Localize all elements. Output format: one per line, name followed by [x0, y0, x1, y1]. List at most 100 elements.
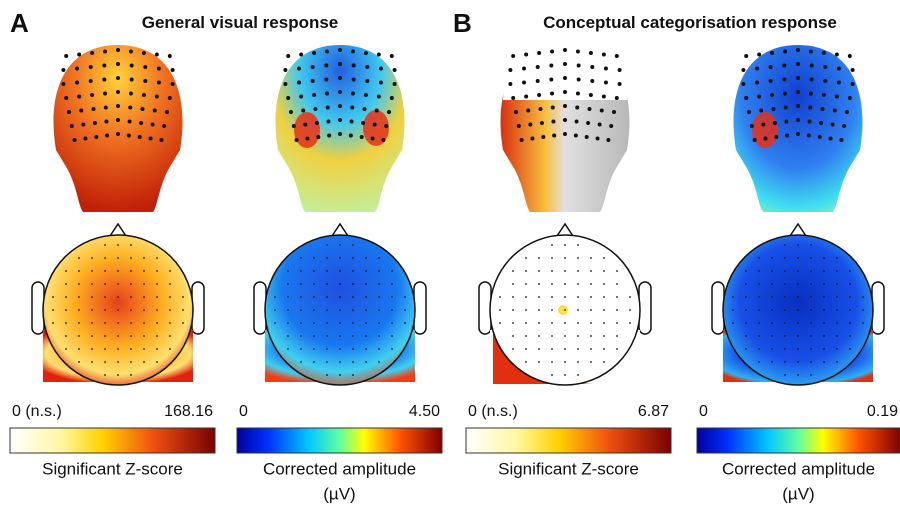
- electrode: [590, 309, 592, 311]
- electrode: [287, 335, 289, 337]
- electrode: [575, 91, 580, 96]
- electrode: [603, 322, 605, 324]
- electrode: [810, 374, 812, 376]
- electrode: [104, 361, 106, 363]
- electrode: [69, 124, 74, 128]
- electrode: [141, 51, 146, 55]
- electrode: [300, 296, 302, 298]
- electrode: [784, 335, 786, 337]
- electrode: [156, 80, 161, 85]
- electrode: [514, 110, 518, 114]
- electrode: [287, 296, 289, 298]
- electrode: [741, 68, 746, 72]
- electrode: [117, 270, 119, 272]
- electrode: [117, 309, 119, 311]
- electrode: [796, 104, 800, 108]
- panel-label: B: [453, 8, 472, 38]
- ear: [478, 281, 492, 335]
- electrode: [539, 121, 544, 125]
- electrode: [796, 118, 800, 122]
- electrode: [283, 68, 288, 72]
- electrode: [313, 309, 315, 311]
- electrode: [370, 136, 375, 141]
- electrode: [783, 91, 788, 96]
- electrode: [102, 77, 107, 82]
- electrode: [326, 257, 328, 259]
- electrode: [301, 108, 306, 113]
- electrode: [771, 296, 773, 298]
- electrode: [156, 283, 158, 285]
- electrode: [94, 135, 99, 139]
- electrode: [117, 374, 119, 376]
- electrode: [551, 322, 553, 324]
- ear: [638, 281, 652, 335]
- electrode: [784, 257, 786, 259]
- electrode: [796, 76, 800, 80]
- electrode: [590, 322, 592, 324]
- electrode: [116, 76, 120, 80]
- ear: [711, 281, 725, 335]
- electrode: [797, 322, 799, 324]
- electrode: [352, 374, 354, 376]
- electrode: [130, 257, 132, 259]
- electrode: [808, 91, 813, 96]
- electrode: [117, 348, 119, 350]
- electrode: [745, 322, 747, 324]
- electrode: [389, 54, 394, 58]
- electrode: [564, 296, 566, 298]
- electrode: [577, 283, 579, 285]
- electrode: [564, 374, 566, 376]
- electrode: [810, 335, 812, 337]
- sig-region: [493, 332, 595, 384]
- ear: [871, 281, 885, 335]
- electrode: [391, 309, 393, 311]
- electrode: [91, 309, 93, 311]
- electrode: [745, 335, 747, 337]
- electrode: [590, 257, 592, 259]
- electrode: [821, 93, 826, 97]
- electrode: [67, 110, 71, 114]
- electrode: [143, 309, 145, 311]
- electrode: [810, 309, 812, 311]
- electrode: [862, 309, 864, 311]
- electrode: [64, 54, 69, 58]
- electrode: [326, 283, 328, 285]
- sig-spot: [558, 305, 568, 315]
- electrode: [810, 361, 812, 363]
- colorbar-max-label: 6.87: [638, 403, 669, 420]
- electrode: [61, 68, 66, 72]
- electrode: [836, 257, 838, 259]
- electrode: [169, 296, 171, 298]
- electrode: [90, 51, 95, 55]
- electrode: [614, 96, 619, 100]
- electrode: [274, 322, 276, 324]
- electrode: [156, 335, 158, 337]
- electrode: [104, 296, 106, 298]
- electrode: [836, 361, 838, 363]
- electrode: [352, 244, 354, 246]
- electrode: [538, 257, 540, 259]
- electrode: [511, 54, 516, 58]
- electrode: [127, 119, 132, 124]
- electrode: [339, 283, 341, 285]
- electrode: [785, 133, 790, 138]
- electrode: [299, 94, 304, 99]
- panel-title: General visual response: [142, 13, 339, 32]
- electrode: [784, 119, 789, 124]
- electrode: [139, 121, 144, 125]
- electrode: [603, 80, 608, 85]
- electrode: [91, 107, 96, 111]
- electrode: [365, 65, 370, 69]
- electrode: [159, 138, 164, 142]
- electrode: [797, 283, 799, 285]
- electrode: [104, 283, 106, 285]
- electrode: [839, 138, 844, 142]
- electrode: [91, 257, 93, 259]
- colorbar-caption: Corrected amplitude: [263, 459, 416, 478]
- electrode: [117, 296, 119, 298]
- electrode: [574, 119, 579, 124]
- electrode: [810, 244, 812, 246]
- electrode: [128, 105, 133, 110]
- electrode: [143, 65, 148, 69]
- electrode: [391, 296, 393, 298]
